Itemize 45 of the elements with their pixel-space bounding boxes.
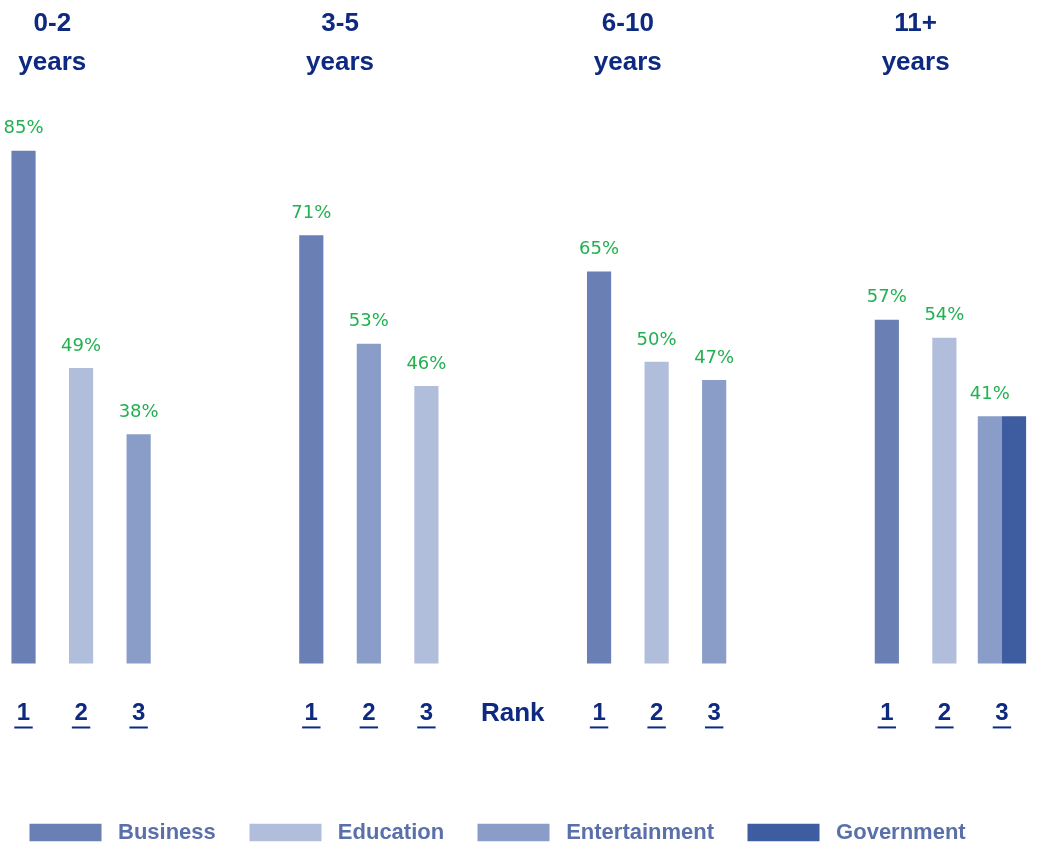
data-label: 49%	[61, 333, 102, 355]
legend-label: Entertainment	[566, 819, 715, 845]
x-tick-label: 3	[995, 698, 1009, 726]
data-label: 46%	[406, 351, 447, 373]
data-label: 50%	[636, 327, 677, 349]
data-label: 54%	[924, 303, 965, 325]
legend-label: Business	[118, 819, 216, 845]
data-label: 71%	[291, 200, 332, 222]
text: 3-5 years	[306, 6, 375, 76]
x-tick-label: 3	[131, 698, 146, 726]
bar	[644, 361, 669, 664]
x-tick-label: 2	[362, 698, 376, 726]
bar	[932, 337, 957, 664]
legend-label: Education	[337, 819, 445, 845]
bar	[68, 367, 94, 664]
x-tick-label: 1	[16, 698, 31, 726]
text: 11+ years	[881, 6, 950, 76]
x-tick-label: 1	[304, 698, 318, 726]
data-label: 41%	[969, 381, 1010, 403]
data-label: 38%	[118, 399, 159, 421]
data-label: 57%	[866, 285, 907, 307]
bar	[356, 343, 381, 664]
bar	[874, 319, 899, 664]
bar	[414, 385, 439, 664]
legend-label: Government	[836, 819, 966, 845]
x-tick-label: 1	[592, 698, 606, 726]
text: 6-10 years	[593, 6, 662, 76]
bar	[702, 379, 727, 664]
bar	[11, 150, 36, 664]
x-axis-title: Rank	[480, 696, 546, 727]
x-tick-label: 3	[707, 698, 721, 726]
data-label: 53%	[348, 309, 389, 331]
x-tick-label: 2	[937, 698, 952, 726]
bar	[586, 271, 612, 664]
x-tick-label: 3	[419, 698, 434, 726]
data-label: 65%	[579, 237, 620, 259]
bar	[1001, 416, 1027, 664]
data-label: 85%	[3, 116, 44, 138]
bar	[299, 235, 324, 664]
x-tick-label: 1	[880, 698, 894, 726]
bar	[126, 434, 151, 664]
text: 0-2 years	[18, 6, 87, 76]
x-tick-label: 2	[74, 698, 88, 726]
x-tick-label: 2	[649, 698, 664, 726]
data-label: 47%	[694, 345, 735, 367]
